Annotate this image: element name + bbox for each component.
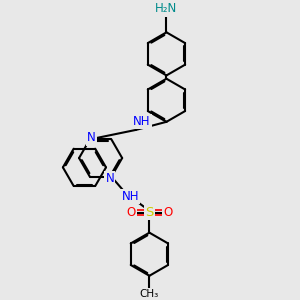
Text: NH: NH [122, 190, 139, 203]
Text: O: O [126, 206, 136, 219]
Text: S: S [145, 206, 154, 219]
Text: NH: NH [133, 115, 151, 128]
Text: N: N [87, 131, 96, 144]
Text: N: N [106, 172, 114, 185]
Text: CH₃: CH₃ [140, 289, 159, 299]
Text: O: O [163, 206, 172, 219]
Text: H₂N: H₂N [155, 2, 178, 16]
